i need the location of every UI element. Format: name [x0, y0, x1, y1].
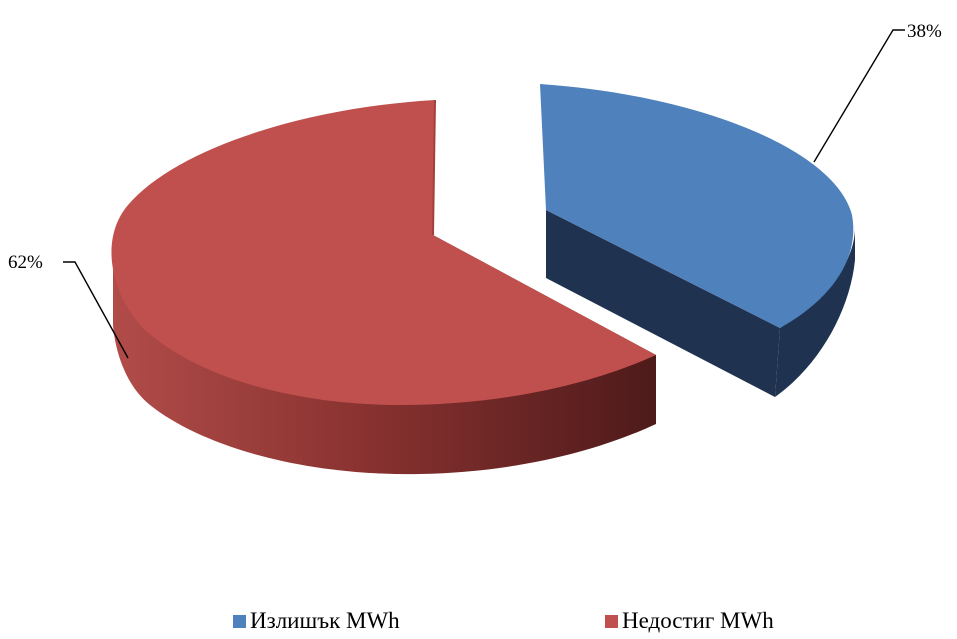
legend-swatch-nedostig — [605, 614, 618, 628]
leader-line-38 — [813, 29, 905, 163]
slice-top-izlishak — [540, 84, 854, 328]
data-label-nedostig: 62% — [8, 252, 43, 273]
leader-line-62 — [63, 261, 129, 359]
legend-swatch-izlishak — [233, 614, 246, 628]
slice-top-nedostig — [111, 100, 657, 405]
slice-side-cut-izlishak — [546, 210, 780, 397]
legend: Излишък MWh Недостиг MWh — [0, 608, 957, 638]
legend-label-izlishak: Излишък MWh — [250, 608, 400, 633]
data-label-izlishak: 38% — [907, 21, 942, 42]
legend-label-nedostig: Недостиг MWh — [622, 608, 774, 633]
legend-item-nedostig: Недостиг MWh — [605, 608, 774, 634]
slice-side-izlishak — [775, 225, 856, 397]
legend-item-izlishak: Излишък MWh — [233, 608, 400, 634]
